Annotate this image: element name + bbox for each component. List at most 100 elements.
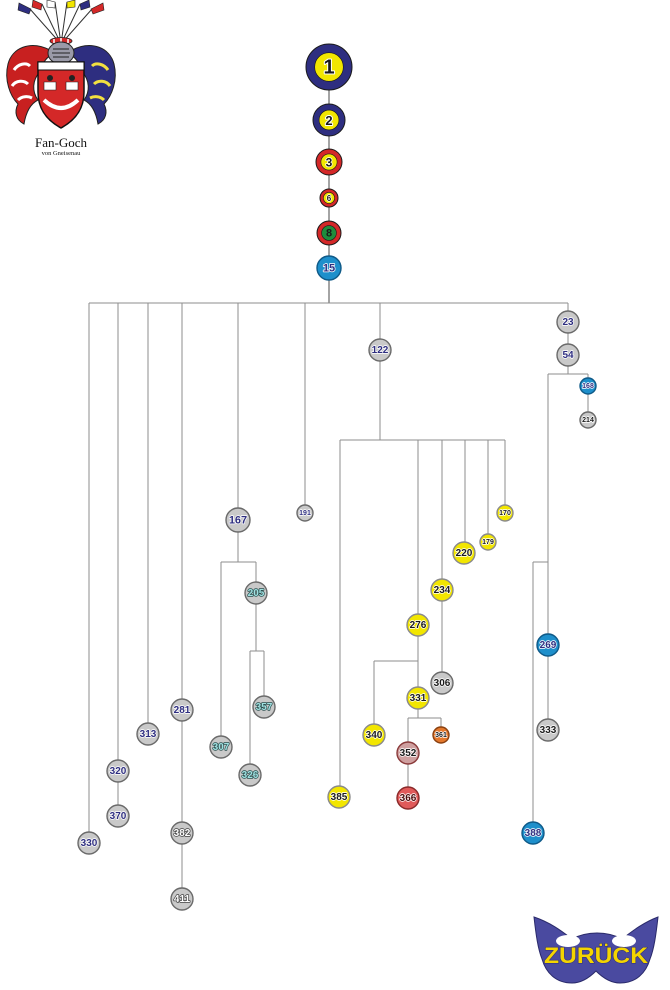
node-306[interactable]: 306 [430,671,454,695]
node-label: 357 [256,702,273,713]
node-circle [556,310,580,334]
node-label: 306 [434,678,451,689]
node-circle [296,504,314,522]
node-label: 214 [582,417,594,424]
node-label: 331 [410,693,427,704]
node-circle [77,831,101,855]
node-54[interactable]: 54 [556,343,580,367]
node-circle [496,504,514,522]
node-label: 191 [299,510,311,517]
node-label: 23 [562,317,574,328]
node-label: 352 [400,748,417,759]
node-circle [368,338,392,362]
crest: Fan-Goch von Gneisenau [0,0,122,158]
node-2[interactable]: 2 [312,103,346,137]
node-label: 340 [366,730,383,741]
node-label: 6 [327,194,332,203]
back-button[interactable]: ZURÜCK [533,916,659,984]
node-320[interactable]: 320 [106,759,130,783]
node-label: 54 [562,350,574,361]
node-label: 1 [323,57,334,79]
node-label: 370 [110,811,127,822]
coat-of-arms-icon [6,0,116,129]
node-220[interactable]: 220 [452,541,476,565]
node-205[interactable]: 205 [244,581,268,605]
node-388[interactable]: 388 [521,821,545,845]
node-167[interactable]: 167 [225,507,251,533]
node-circle [406,686,430,710]
node-circle [362,723,386,747]
node-label: 8 [326,228,332,240]
node-357[interactable]: 357 [252,695,276,719]
node-label: 382 [174,828,191,839]
node-330[interactable]: 330 [77,831,101,855]
node-label: 3 [326,156,333,170]
node-8[interactable]: 8 [316,220,342,246]
node-326[interactable]: 326 [238,763,262,787]
tree-connectors [88,302,589,899]
node-circle [170,698,194,722]
node-1[interactable]: 1 [305,43,353,91]
tree-nodes: 1236815330320370313281382411167307205326… [77,43,597,911]
node-circle [536,633,560,657]
node-191[interactable]: 191 [296,504,314,522]
node-276[interactable]: 276 [406,613,430,637]
crest-subtitle: von Gneisenau [41,150,81,157]
node-circle [244,581,268,605]
node-307[interactable]: 307 [209,735,233,759]
node-370[interactable]: 370 [106,804,130,828]
node-366[interactable]: 366 [396,786,420,810]
node-circle [170,821,194,845]
node-6[interactable]: 6 [319,188,339,208]
node-label: 179 [482,539,494,546]
node-circle [479,533,497,551]
node-label: 168 [582,383,594,390]
node-179[interactable]: 179 [479,533,497,551]
node-352[interactable]: 352 [396,741,420,765]
node-3[interactable]: 3 [315,148,343,176]
node-circle [136,722,160,746]
mask-eye-left [556,935,580,947]
node-label: 361 [435,732,447,739]
node-382[interactable]: 382 [170,821,194,845]
node-circle [396,741,420,765]
node-label: 281 [174,705,191,716]
node-333[interactable]: 333 [536,718,560,742]
node-label: 269 [540,640,557,651]
node-313[interactable]: 313 [136,722,160,746]
node-331[interactable]: 331 [406,686,430,710]
node-411[interactable]: 411 [170,887,194,911]
node-168[interactable]: 168 [579,377,597,395]
node-361[interactable]: 361 [432,726,450,744]
node-340[interactable]: 340 [362,723,386,747]
node-circle [225,507,251,533]
node-234[interactable]: 234 [430,578,454,602]
node-circle [327,785,351,809]
node-label: 366 [400,793,417,804]
node-circle [579,411,597,429]
node-170[interactable]: 170 [496,504,514,522]
node-circle [396,786,420,810]
node-122[interactable]: 122 [368,338,392,362]
node-circle [452,541,476,565]
node-core [321,225,337,241]
node-circle [252,695,276,719]
node-15[interactable]: 15 [316,255,342,281]
node-circle [106,759,130,783]
node-label: 234 [434,585,451,596]
node-label: 313 [140,729,157,740]
node-label: 276 [410,620,427,631]
node-281[interactable]: 281 [170,698,194,722]
node-circle [238,763,262,787]
node-23[interactable]: 23 [556,310,580,334]
node-circle [430,578,454,602]
node-circle [406,613,430,637]
node-label: 326 [242,770,259,781]
node-214[interactable]: 214 [579,411,597,429]
node-269[interactable]: 269 [536,633,560,657]
node-label: 385 [331,792,348,803]
node-circle [579,377,597,395]
node-385[interactable]: 385 [327,785,351,809]
node-circle [170,887,194,911]
